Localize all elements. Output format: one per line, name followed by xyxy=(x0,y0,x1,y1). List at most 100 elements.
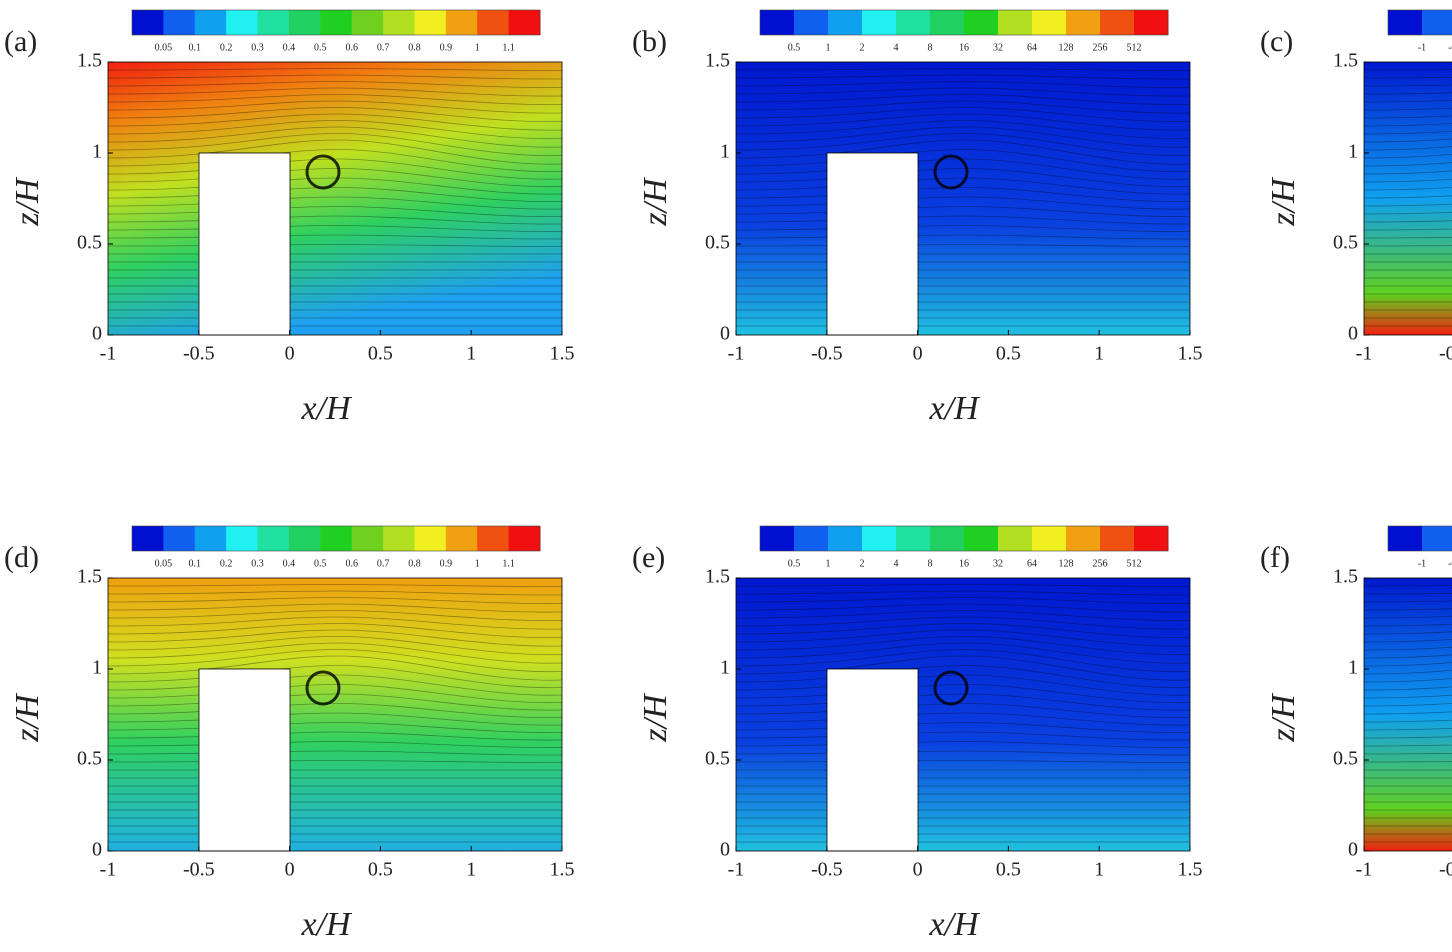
colorbar-label: 4 xyxy=(894,558,899,569)
colorbar-segment xyxy=(1134,10,1169,35)
colorbar-segment xyxy=(163,10,196,35)
colorbar-label: 0.8 xyxy=(408,42,421,53)
x-axis-label: x/H xyxy=(300,390,353,427)
x-tick-label: 0.5 xyxy=(996,859,1021,881)
colorbar-frame xyxy=(1387,9,1452,36)
y-axis-label: z/H xyxy=(637,692,674,743)
colorbar-label: 0.2 xyxy=(220,42,233,53)
y-axis-label: z/H xyxy=(637,176,674,227)
x-tick-label: 0.5 xyxy=(368,343,393,365)
streamline xyxy=(735,234,1191,240)
streamline xyxy=(735,642,1191,664)
streamline xyxy=(107,74,563,80)
colorbar-segment xyxy=(508,526,541,551)
streamline xyxy=(735,603,1191,613)
streamline xyxy=(735,623,1191,639)
panel: -1 -0.5 0 0.5 1 1.5 0 0.5 1 1.5 x/H z/H (d) 0.05 0.1 0.… xyxy=(4,525,575,943)
panel-label: (d) xyxy=(4,541,39,574)
x-tick-label: -0.5 xyxy=(1439,859,1452,881)
colorbar-label: 512 xyxy=(1127,558,1142,569)
colorbar-label: 16 xyxy=(959,558,969,569)
colorbar-segment xyxy=(351,10,384,35)
colorbar-segment xyxy=(862,10,897,35)
y-tick-label: 1 xyxy=(1348,657,1358,679)
y-tick-label: 0.5 xyxy=(705,748,730,770)
x-tick-label: -0.5 xyxy=(811,343,843,365)
colorbar-segment xyxy=(445,526,478,551)
streamline xyxy=(107,584,563,587)
y-tick-label: 0 xyxy=(720,323,730,345)
streamline xyxy=(735,87,1191,97)
streamline xyxy=(735,597,1191,604)
streamline xyxy=(735,244,1191,247)
building xyxy=(198,152,291,336)
colorbar-frame xyxy=(1387,525,1452,552)
panel: -1 -0.5 0 0.5 1 1.5 0 0.5 1 1.5 x/H z/H (b) 0.5 1 2 4 8 16… xyxy=(632,9,1203,427)
colorbar-label: 0.5 xyxy=(314,42,327,53)
y-axis-label: z/H xyxy=(1265,692,1302,743)
colorbar-label: 0.7 xyxy=(377,558,390,569)
colorbar-label: 0.9 xyxy=(440,42,453,53)
y-tick-label: 0 xyxy=(720,839,730,861)
colorbar-segment xyxy=(760,526,795,551)
colorbar-label: 0.1 xyxy=(189,42,202,53)
streamline xyxy=(735,610,1191,621)
colorbar-label: 4 xyxy=(894,42,899,53)
colorbar-segment xyxy=(1032,10,1067,35)
colorbar-segment xyxy=(351,526,384,551)
x-tick-label: 0 xyxy=(285,859,295,881)
streamline xyxy=(107,113,563,131)
colorbar-label: 8 xyxy=(928,42,933,53)
y-tick-label: 0 xyxy=(92,323,102,345)
streamline xyxy=(107,610,563,621)
colorbar-segment xyxy=(1066,10,1101,35)
colorbar-label: 0.05 xyxy=(155,558,173,569)
streamline xyxy=(735,107,1191,123)
streamline xyxy=(107,597,563,604)
panel-label: (b) xyxy=(632,25,667,58)
streamline xyxy=(107,234,563,240)
colorbar-segment xyxy=(1032,526,1067,551)
building xyxy=(198,668,291,852)
colorbar-label: 0.5 xyxy=(788,558,801,569)
colorbar-segment xyxy=(414,526,447,551)
streamline xyxy=(107,750,563,756)
y-tick-label: 1 xyxy=(720,141,730,163)
colorbar-segment xyxy=(226,10,259,35)
colorbar-segment xyxy=(257,10,290,35)
y-tick-label: 1 xyxy=(92,141,102,163)
colorbar-label: 32 xyxy=(993,558,1003,569)
colorbar-label: 1 xyxy=(826,558,831,569)
colorbar-segment xyxy=(288,10,321,35)
colorbar-segment xyxy=(896,10,931,35)
colorbar-segment xyxy=(1422,10,1452,35)
x-tick-label: -1 xyxy=(728,859,745,881)
x-tick-label: 0.5 xyxy=(996,343,1021,365)
x-tick-label: -0.5 xyxy=(183,859,215,881)
streamline xyxy=(107,629,563,647)
streamline xyxy=(107,87,563,97)
x-tick-label: 1.5 xyxy=(1178,859,1203,881)
y-tick-label: 0.5 xyxy=(1333,748,1358,770)
colorbar-segment xyxy=(1388,10,1423,35)
colorbar-segment xyxy=(477,10,510,35)
colorbar-segment xyxy=(414,10,447,35)
colorbar-segment xyxy=(194,526,227,551)
colorbar-label: 256 xyxy=(1093,558,1108,569)
colorbar-segment xyxy=(794,526,829,551)
colorbar-segment xyxy=(828,526,863,551)
colorbar-label: 1.1 xyxy=(502,558,515,569)
x-tick-label: -1 xyxy=(728,343,745,365)
x-tick-label: 0 xyxy=(913,343,923,365)
colorbar-segment xyxy=(862,526,897,551)
plot-frame xyxy=(735,61,1191,336)
y-tick-label: 0.5 xyxy=(705,232,730,254)
streamline xyxy=(107,225,563,232)
streamline xyxy=(107,133,563,157)
streamline xyxy=(735,629,1191,647)
streamline xyxy=(735,616,1191,630)
contour-field xyxy=(736,62,1190,335)
panel-label: (c) xyxy=(1260,25,1293,58)
y-tick-label: 1.5 xyxy=(77,566,102,588)
x-tick-label: -1 xyxy=(100,343,117,365)
